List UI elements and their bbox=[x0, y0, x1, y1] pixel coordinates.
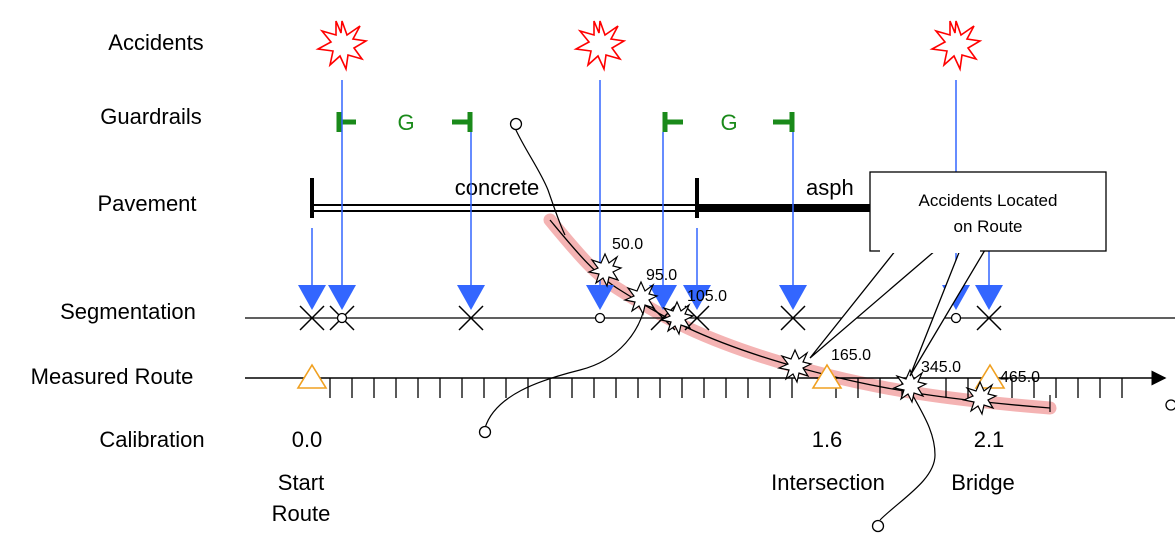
located-accident-465 bbox=[962, 380, 998, 416]
calibration-value-intersection: 1.6 bbox=[812, 427, 843, 452]
row-label-calibration: Calibration bbox=[99, 427, 204, 452]
pavement-type-asphalt: asph bbox=[806, 175, 854, 200]
measure-label-345: 345.0 bbox=[921, 359, 961, 376]
measure-label-165: 165.0 bbox=[831, 347, 871, 364]
accident-star-3 bbox=[929, 20, 983, 72]
measure-label-50: 50.0 bbox=[612, 236, 643, 253]
calibration-value-start: 0.0 bbox=[292, 427, 323, 452]
accident-star-1 bbox=[315, 20, 369, 72]
segment-point-events bbox=[336, 312, 962, 324]
landmark-start-line2: Route bbox=[272, 501, 331, 526]
measure-label-105: 105.0 bbox=[687, 288, 727, 305]
pavement-type-concrete: concrete bbox=[455, 175, 539, 200]
guardrail-2 bbox=[662, 112, 795, 132]
located-accident-165 bbox=[777, 348, 813, 384]
calibration-point-intersection bbox=[811, 363, 843, 389]
row-label-segmentation: Segmentation bbox=[60, 299, 196, 324]
calibration-point-start bbox=[296, 363, 328, 389]
route-end-point bbox=[1165, 399, 1175, 411]
located-accident-345 bbox=[892, 368, 928, 404]
row-label-pavement: Pavement bbox=[97, 191, 196, 216]
landmark-start-line1: Start bbox=[278, 470, 324, 495]
landmark-bridge: Bridge bbox=[951, 470, 1015, 495]
located-accident-105 bbox=[659, 300, 695, 336]
landmark-intersection: Intersection bbox=[771, 470, 885, 495]
accident-star-2 bbox=[573, 20, 627, 72]
connector-end-top bbox=[509, 117, 523, 131]
located-accident-95 bbox=[623, 280, 659, 316]
row-label-guardrails: Guardrails bbox=[100, 104, 201, 129]
row-label-measured-route: Measured Route bbox=[31, 364, 194, 389]
row-label-accidents: Accidents bbox=[108, 30, 203, 55]
measure-label-465: 465.0 bbox=[1000, 369, 1040, 386]
guardrail-label-1: G bbox=[397, 110, 414, 135]
callout-text-line1: Accidents Located bbox=[919, 191, 1058, 210]
connector-curve-left bbox=[484, 304, 646, 429]
measure-label-95: 95.0 bbox=[646, 267, 677, 284]
located-accident-50 bbox=[587, 252, 623, 288]
connector-curve-top bbox=[514, 127, 566, 236]
callout: Accidents Located on Route bbox=[809, 171, 1107, 377]
connector-end-bottom bbox=[871, 519, 885, 533]
guardrail-label-2: G bbox=[720, 110, 737, 135]
calibration-value-bridge: 2.1 bbox=[974, 427, 1005, 452]
connector-end-left bbox=[478, 425, 492, 439]
connector-curve-bottom bbox=[879, 389, 936, 521]
callout-text-line2: on Route bbox=[954, 217, 1023, 236]
